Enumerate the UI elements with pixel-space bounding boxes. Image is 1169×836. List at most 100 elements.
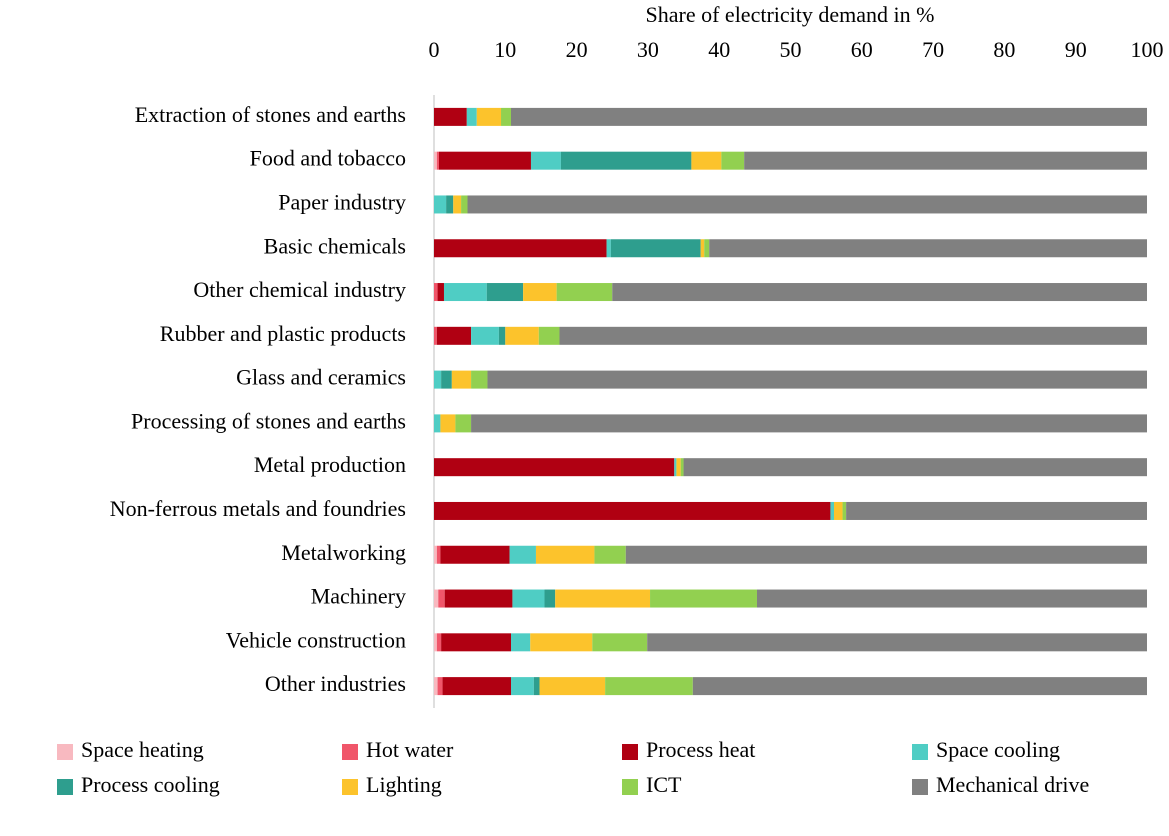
y-tick-label: Metalworking bbox=[281, 540, 406, 565]
bar-segment bbox=[441, 633, 512, 652]
y-tick-label: Glass and ceramics bbox=[236, 365, 406, 390]
bar-segment bbox=[606, 239, 611, 258]
bar-segment bbox=[612, 283, 1147, 302]
bar-segment bbox=[434, 501, 831, 520]
bar-segment bbox=[625, 545, 1147, 564]
bar-segment bbox=[691, 151, 722, 170]
bar-segment bbox=[650, 589, 757, 608]
bar-segment bbox=[610, 239, 701, 258]
x-tick-label: 90 bbox=[1065, 37, 1087, 62]
bar-segment bbox=[471, 414, 1147, 433]
bar-segment bbox=[451, 370, 472, 389]
bar-segment bbox=[434, 458, 675, 477]
bar-segment bbox=[434, 283, 438, 302]
bar-segment bbox=[434, 370, 442, 389]
bar-segment bbox=[692, 677, 1147, 696]
bar-segment bbox=[674, 458, 677, 477]
x-tick-label: 30 bbox=[637, 37, 659, 62]
bar-segment bbox=[438, 151, 531, 170]
legend-swatch bbox=[912, 779, 928, 795]
legend-label: Process heat bbox=[646, 737, 755, 762]
y-tick-label: Basic chemicals bbox=[264, 233, 406, 258]
bar-segment bbox=[434, 545, 437, 564]
legend-label: Process cooling bbox=[81, 772, 220, 797]
bar-segment bbox=[466, 107, 477, 126]
bar-segment bbox=[440, 414, 456, 433]
bar-segment bbox=[434, 677, 438, 696]
bar-segment bbox=[434, 107, 467, 126]
bar-segment bbox=[434, 239, 607, 258]
y-tick-label: Other chemical industry bbox=[193, 277, 406, 302]
y-tick-label: Non-ferrous metals and foundries bbox=[110, 496, 406, 521]
bar-segment bbox=[700, 239, 705, 258]
bar-segment bbox=[538, 326, 560, 345]
bar-segment bbox=[592, 633, 648, 652]
bar-segment bbox=[511, 633, 531, 652]
bar-segment bbox=[441, 370, 452, 389]
legend-label: Space heating bbox=[81, 737, 204, 762]
bar-segment bbox=[467, 195, 1147, 214]
bar-segment bbox=[446, 195, 454, 214]
bar-segment bbox=[434, 151, 437, 170]
x-tick-label: 70 bbox=[922, 37, 944, 62]
y-tick-label: Extraction of stones and earths bbox=[135, 102, 406, 127]
bar-segment bbox=[444, 589, 513, 608]
bar-segment bbox=[559, 326, 1147, 345]
x-tick-label: 0 bbox=[429, 37, 440, 62]
legend-swatch bbox=[342, 779, 358, 795]
bar-segment bbox=[436, 151, 439, 170]
bar-segment bbox=[434, 414, 441, 433]
bar-segment bbox=[436, 326, 472, 345]
bar-segment bbox=[471, 326, 499, 345]
bar-segment bbox=[647, 633, 1147, 652]
bar-segment bbox=[505, 326, 539, 345]
bar-segment bbox=[440, 545, 510, 564]
x-tick-label: 50 bbox=[780, 37, 802, 62]
bar-segment bbox=[756, 589, 1147, 608]
bar-segment bbox=[842, 501, 847, 520]
y-tick-label: Paper industry bbox=[278, 190, 406, 215]
bar-segment bbox=[471, 370, 488, 389]
x-tick-label: 100 bbox=[1131, 37, 1164, 62]
legend-swatch bbox=[622, 744, 638, 760]
bar-segment bbox=[530, 633, 593, 652]
y-tick-label: Metal production bbox=[254, 452, 406, 477]
bar-segment bbox=[461, 195, 468, 214]
bar-segment bbox=[539, 677, 606, 696]
bar-segment bbox=[676, 458, 681, 477]
bar-segment bbox=[442, 677, 512, 696]
bar-segment bbox=[721, 151, 745, 170]
x-axis-title: Share of electricity demand in % bbox=[646, 2, 935, 27]
bar-segment bbox=[704, 239, 710, 258]
legend-label: Mechanical drive bbox=[936, 772, 1089, 797]
bar-segment bbox=[846, 501, 1147, 520]
bar-segment bbox=[535, 545, 595, 564]
bar-segment bbox=[455, 414, 472, 433]
legend-label: Hot water bbox=[366, 737, 454, 762]
bar-segment bbox=[683, 458, 1147, 477]
legend-swatch bbox=[342, 744, 358, 760]
bar-segment bbox=[476, 107, 502, 126]
x-tick-label: 60 bbox=[851, 37, 873, 62]
legend-swatch bbox=[912, 744, 928, 760]
bar-segment bbox=[437, 677, 443, 696]
bar-segment bbox=[512, 589, 545, 608]
legend-swatch bbox=[57, 779, 73, 795]
legend-label: Space cooling bbox=[936, 737, 1060, 762]
bar-segment bbox=[509, 545, 536, 564]
y-tick-label: Machinery bbox=[311, 584, 406, 609]
bar-segment bbox=[437, 283, 444, 302]
bar-segment bbox=[443, 283, 487, 302]
bar-segment bbox=[680, 458, 684, 477]
y-tick-label: Vehicle construction bbox=[226, 627, 406, 652]
bar-segment bbox=[498, 326, 506, 345]
bar-segment bbox=[530, 151, 561, 170]
bar-segment bbox=[434, 195, 447, 214]
bar-segment bbox=[511, 107, 1147, 126]
legend-swatch bbox=[57, 744, 73, 760]
legend-swatch bbox=[622, 779, 638, 795]
legend-label: Lighting bbox=[366, 772, 442, 797]
bar-segment bbox=[830, 501, 834, 520]
